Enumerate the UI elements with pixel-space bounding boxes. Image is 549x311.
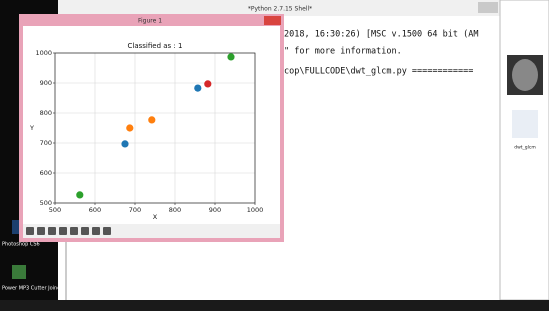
tool-button[interactable] [103,227,111,235]
figure-title: Figure 1 [138,18,162,25]
tool-button[interactable] [37,227,45,235]
shell-title: *Python 2.7.15 Shell* [248,6,312,13]
icon-label: Power MP3 Cutter Joiner [2,286,63,292]
point [126,124,133,131]
shell-line: cop\FULLCODE\dwt_glcm.py ============ [284,67,473,77]
tool-button[interactable] [70,227,78,235]
x-tick-label: 600 [89,206,101,214]
close-button[interactable] [264,16,281,25]
icon-label: Photoshop CS6 [2,242,40,248]
tool-button[interactable] [59,227,67,235]
chart-title: Classified as : 1 [128,42,183,50]
tool-button[interactable] [48,227,56,235]
point [194,85,201,92]
y-tick-label: 700 [40,139,52,147]
x-axis-label: X [153,213,158,221]
y-axis-label: Y [29,124,34,132]
thumbnail-image [512,59,538,91]
x-tick-label: 1000 [247,206,264,214]
point [148,116,155,123]
point [121,140,128,147]
file-icon[interactable] [512,110,538,138]
point [227,53,234,60]
point [76,191,83,198]
point [204,80,211,87]
shell-line: 2018, 16:30:26) [MSC v.1500 64 bit (AM [284,30,478,40]
file-label: dwt_glcm [514,145,536,151]
close-button[interactable] [478,2,498,13]
desktop-icon[interactable] [12,265,26,279]
y-tick-label: 800 [40,109,52,117]
screen: *Python 2.7.15 Shell* 2018, 16:30:26) [M… [0,0,549,311]
figure-canvas [23,26,280,238]
taskbar [0,300,549,311]
x-tick-label: 800 [169,206,181,214]
y-tick-label: 600 [40,169,52,177]
x-tick-label: 900 [209,206,221,214]
shell-line: " for more information. [284,47,402,57]
x-tick-label: 700 [129,206,141,214]
tool-button[interactable] [81,227,89,235]
tool-button[interactable] [26,227,34,235]
y-tick-label: 900 [40,79,52,87]
tool-button[interactable] [92,227,100,235]
x-tick-label: 500 [49,206,61,214]
y-tick-label: 1000 [35,49,52,57]
